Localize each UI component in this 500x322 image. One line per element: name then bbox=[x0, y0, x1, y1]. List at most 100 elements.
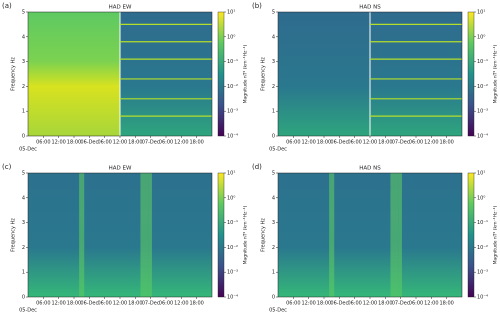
x-tick-label: 07-Dec bbox=[392, 301, 410, 307]
x-tick-label: 12:00 bbox=[424, 301, 438, 307]
spectrogram bbox=[120, 12, 212, 136]
colorbar-tick-label: 10⁻³ bbox=[477, 270, 488, 276]
x-tick-label: 18:00 bbox=[128, 140, 142, 146]
colorbar-tick-label: 10⁻¹ bbox=[477, 59, 488, 65]
x-tick-label: 18:00 bbox=[189, 140, 203, 146]
colorbar-tick-label: 10⁻² bbox=[227, 245, 238, 251]
y-axis-label: Frequency Hz bbox=[261, 218, 267, 252]
x-tick-label: 12:00 bbox=[301, 140, 315, 146]
y-tick-label: 5 bbox=[22, 10, 25, 16]
x-tick-label: 06:00 bbox=[97, 140, 111, 146]
x-offset-label: 05-Dec bbox=[269, 308, 287, 314]
spectrogram bbox=[278, 12, 370, 136]
x-tick-label: 12:00 bbox=[51, 140, 65, 146]
colorbar-tick-label: 10⁻³ bbox=[227, 270, 238, 276]
colorbar-tick-label: 10⁻² bbox=[227, 84, 238, 90]
colorbar-tick-label: 10⁻³ bbox=[477, 109, 488, 115]
colorbar-tick-label: 10⁰ bbox=[477, 195, 485, 201]
x-tick-label: 12:00 bbox=[363, 140, 377, 146]
panel-title: HAD EW bbox=[109, 166, 132, 172]
x-tick-label: 12:00 bbox=[51, 301, 65, 307]
colorbar-tick-label: 10¹ bbox=[477, 171, 485, 177]
y-tick-label: 5 bbox=[22, 171, 25, 177]
y-tick-label: 4 bbox=[272, 195, 275, 201]
y-tick-label: 3 bbox=[272, 59, 275, 65]
x-tick-label: 06:00 bbox=[97, 301, 111, 307]
colorbar-tick-label: 10⁻⁴ bbox=[477, 295, 488, 301]
colorbar-tick-label: 10⁻² bbox=[477, 84, 488, 90]
spectrogram bbox=[28, 173, 212, 297]
panel-title: HAD EW bbox=[109, 5, 132, 11]
x-tick-label: 07-Dec bbox=[142, 140, 160, 146]
x-tick-label: 07-Dec bbox=[392, 140, 410, 146]
y-tick-label: 3 bbox=[22, 59, 25, 65]
y-tick-label: 4 bbox=[22, 195, 25, 201]
spectrogram bbox=[370, 12, 462, 136]
colorbar-tick-label: 10⁰ bbox=[477, 34, 485, 40]
colorbar-tick-label: 10⁻¹ bbox=[227, 220, 238, 226]
x-tick-label: 06:00 bbox=[409, 140, 423, 146]
x-tick-label: 18:00 bbox=[439, 301, 453, 307]
colorbar bbox=[467, 11, 475, 137]
y-tick-label: 2 bbox=[272, 245, 275, 251]
x-tick-label: 18:00 bbox=[67, 301, 81, 307]
x-tick-label: 18:00 bbox=[317, 301, 331, 307]
y-tick-label: 0 bbox=[272, 295, 275, 301]
x-tick-label: 12:00 bbox=[174, 301, 188, 307]
x-tick-label: 18:00 bbox=[317, 140, 331, 146]
x-tick-label: 12:00 bbox=[424, 140, 438, 146]
panel-label: (d) bbox=[252, 163, 262, 171]
x-tick-label: 06:00 bbox=[36, 301, 50, 307]
colorbar-label: Magnitude nT² (km⁻¹Hz⁻¹) bbox=[493, 205, 499, 264]
spectrogram bbox=[28, 12, 120, 136]
spectrogram bbox=[278, 173, 462, 297]
x-tick-label: 18:00 bbox=[189, 301, 203, 307]
y-tick-label: 4 bbox=[272, 34, 275, 40]
x-tick-label: 06:00 bbox=[286, 140, 300, 146]
x-tick-label: 06:00 bbox=[36, 140, 50, 146]
x-tick-label: 06:00 bbox=[347, 301, 361, 307]
bright-band bbox=[148, 173, 152, 297]
x-tick-label: 06-Dec bbox=[80, 140, 98, 146]
x-tick-label: 06-Dec bbox=[330, 301, 348, 307]
x-tick-label: 18:00 bbox=[67, 140, 81, 146]
colorbar-tick-label: 10¹ bbox=[227, 171, 235, 177]
y-tick-label: 5 bbox=[272, 10, 275, 16]
bright-band bbox=[329, 173, 335, 297]
x-tick-label: 18:00 bbox=[128, 301, 142, 307]
y-tick-label: 1 bbox=[22, 109, 25, 115]
panel-label: (c) bbox=[2, 163, 12, 171]
x-tick-label: 18:00 bbox=[378, 301, 392, 307]
y-tick-label: 2 bbox=[22, 245, 25, 251]
x-tick-label: 12:00 bbox=[363, 301, 377, 307]
panel-title: HAD NS bbox=[359, 166, 381, 172]
x-offset-label: 05-Dec bbox=[19, 308, 37, 314]
y-tick-label: 3 bbox=[272, 220, 275, 226]
colorbar-tick-label: 10⁻⁴ bbox=[227, 295, 238, 301]
bright-band bbox=[398, 173, 402, 297]
y-tick-label: 1 bbox=[272, 270, 275, 276]
bright-band bbox=[140, 173, 149, 297]
colorbar-tick-label: 10¹ bbox=[227, 10, 235, 16]
x-tick-label: 12:00 bbox=[301, 301, 315, 307]
x-tick-label: 06:00 bbox=[159, 301, 173, 307]
panel-title: HAD NS bbox=[359, 5, 381, 11]
y-tick-label: 0 bbox=[22, 295, 25, 301]
x-tick-label: 12:00 bbox=[113, 301, 127, 307]
x-tick-label: 18:00 bbox=[378, 140, 392, 146]
colorbar-tick-label: 10⁻³ bbox=[227, 109, 238, 115]
colorbar-label: Magnitude nT² (km⁻¹Hz⁻¹) bbox=[493, 44, 499, 103]
x-offset-label: 05-Dec bbox=[269, 147, 287, 153]
x-tick-label: 06-Dec bbox=[330, 140, 348, 146]
colorbar-tick-label: 10⁻⁴ bbox=[477, 134, 488, 140]
bright-band bbox=[79, 173, 85, 297]
x-tick-label: 06:00 bbox=[409, 301, 423, 307]
x-tick-label: 06:00 bbox=[159, 140, 173, 146]
colorbar bbox=[217, 172, 225, 298]
colorbar-tick-label: 10⁰ bbox=[227, 34, 235, 40]
y-tick-label: 0 bbox=[22, 134, 25, 140]
y-tick-label: 2 bbox=[272, 84, 275, 90]
x-offset-label: 05-Dec bbox=[19, 147, 37, 153]
panel-label: (b) bbox=[252, 2, 262, 10]
y-axis-label: Frequency Hz bbox=[11, 218, 17, 252]
